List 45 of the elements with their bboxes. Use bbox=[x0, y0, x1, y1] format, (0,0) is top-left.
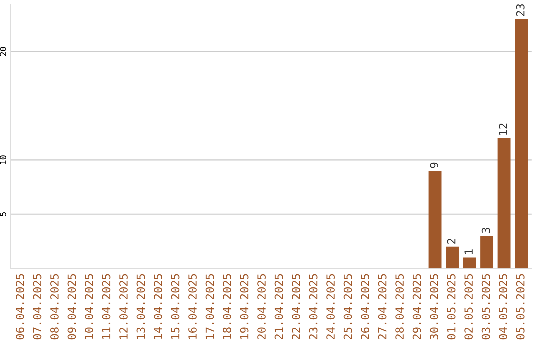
x-tick-label: 15.04.2025 bbox=[171, 274, 180, 340]
y-tick-label: 20 bbox=[0, 47, 6, 56]
y-tick-label: 10 bbox=[0, 156, 6, 164]
x-tick-label: 10.04.2025 bbox=[85, 274, 94, 340]
x-tick-label: 14.04.2025 bbox=[154, 274, 162, 340]
x-tick-label: 11.04.2025 bbox=[102, 274, 111, 340]
data-label: 2 bbox=[447, 239, 456, 244]
x-tick-label: 23.04.2025 bbox=[309, 274, 318, 340]
bar bbox=[446, 246, 459, 269]
x-tick-label: 29.04.2025 bbox=[412, 274, 422, 340]
bar bbox=[515, 19, 528, 269]
x-tick-label: 01.05.2025 bbox=[447, 274, 456, 340]
x-tick-label: 20.04.2025 bbox=[258, 274, 266, 340]
x-tick-label: 03.05.2025 bbox=[482, 274, 490, 340]
data-label: 3 bbox=[482, 228, 490, 234]
x-tick-label: 26.04.2025 bbox=[361, 274, 370, 340]
x-tick-label: 08.04.2025 bbox=[50, 274, 59, 340]
bar bbox=[428, 171, 442, 269]
x-tick-label: 13.04.2025 bbox=[136, 274, 146, 340]
x-tick-label: 04.05.2025 bbox=[499, 274, 508, 340]
x-tick-label: 25.04.2025 bbox=[344, 274, 352, 340]
x-tick-label: 06.04.2025 bbox=[16, 274, 24, 340]
bar bbox=[463, 258, 476, 269]
bar bbox=[498, 138, 511, 269]
x-tick-label: 05.05.2025 bbox=[516, 274, 525, 340]
x-tick-label: 30.04.2025 bbox=[430, 274, 439, 340]
data-label: 23 bbox=[516, 4, 525, 16]
x-tick-label: 16.04.2025 bbox=[188, 274, 197, 340]
x-tick-label: 24.04.2025 bbox=[326, 274, 335, 340]
x-tick-label: 21.04.2025 bbox=[274, 274, 284, 340]
x-tick-label: 07.04.2025 bbox=[33, 274, 42, 340]
x-tick-label: 19.04.2025 bbox=[240, 274, 249, 340]
data-label: 1 bbox=[464, 250, 473, 254]
data-label: 9 bbox=[430, 162, 439, 168]
bar bbox=[480, 236, 494, 269]
x-tick-label: 12.04.2025 bbox=[120, 274, 128, 340]
x-tick-label: 09.04.2025 bbox=[68, 274, 76, 340]
x-tick-label: 18.04.2025 bbox=[223, 274, 232, 340]
x-tick-label: 22.04.2025 bbox=[292, 274, 300, 340]
data-label: 12 bbox=[499, 124, 508, 135]
y-tick-label: 5 bbox=[0, 212, 6, 216]
x-tick-label: 02.05.2025 bbox=[464, 274, 474, 340]
x-tick-label: 27.04.2025 bbox=[378, 274, 387, 340]
x-tick-label: 28.04.2025 bbox=[396, 274, 404, 340]
x-tick-label: 17.04.2025 bbox=[206, 274, 214, 340]
